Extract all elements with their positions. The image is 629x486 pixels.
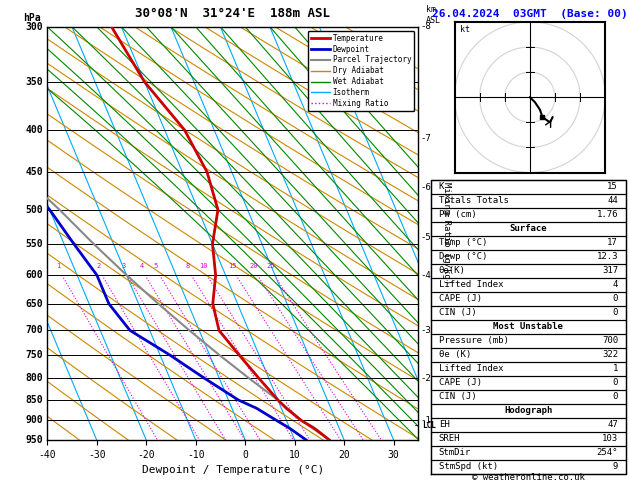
Text: Pressure (mb): Pressure (mb) <box>438 336 508 346</box>
Text: 700: 700 <box>26 326 43 335</box>
Text: 450: 450 <box>26 167 43 177</box>
Text: 26.04.2024  03GMT  (Base: 00): 26.04.2024 03GMT (Base: 00) <box>432 9 628 18</box>
Text: Mixing Ratio (g/kg): Mixing Ratio (g/kg) <box>442 182 450 284</box>
Text: Temp (°C): Temp (°C) <box>438 238 487 247</box>
Text: 20: 20 <box>249 263 258 269</box>
Text: Lifted Index: Lifted Index <box>438 364 503 373</box>
Text: 25: 25 <box>266 263 275 269</box>
Text: StmDir: StmDir <box>438 449 471 457</box>
Text: SREH: SREH <box>438 434 460 443</box>
Text: 850: 850 <box>26 395 43 405</box>
Text: 500: 500 <box>26 205 43 215</box>
Text: 700: 700 <box>602 336 618 346</box>
Text: 47: 47 <box>608 420 618 429</box>
Text: 400: 400 <box>26 125 43 135</box>
Text: Surface: Surface <box>509 225 547 233</box>
Text: 900: 900 <box>26 416 43 425</box>
Text: 44: 44 <box>608 196 618 205</box>
X-axis label: Dewpoint / Temperature (°C): Dewpoint / Temperature (°C) <box>142 465 324 475</box>
Text: 750: 750 <box>26 350 43 360</box>
Text: Dewp (°C): Dewp (°C) <box>438 252 487 261</box>
Text: CAPE (J): CAPE (J) <box>438 295 482 303</box>
Text: 4: 4 <box>613 280 618 289</box>
Text: kt: kt <box>460 25 470 34</box>
Text: 350: 350 <box>26 77 43 87</box>
Text: Most Unstable: Most Unstable <box>493 322 564 331</box>
Text: EH: EH <box>438 420 449 429</box>
Text: 322: 322 <box>602 350 618 359</box>
Text: 5: 5 <box>154 263 158 269</box>
Text: 3: 3 <box>121 263 125 269</box>
Text: 2: 2 <box>96 263 101 269</box>
Text: -4: -4 <box>420 271 431 279</box>
Text: -2: -2 <box>420 374 431 383</box>
Text: 317: 317 <box>602 266 618 276</box>
Text: LCL: LCL <box>422 421 436 430</box>
Text: 0: 0 <box>613 308 618 317</box>
Text: Totals Totals: Totals Totals <box>438 196 508 205</box>
Text: -1: -1 <box>420 416 431 425</box>
Text: 950: 950 <box>26 435 43 445</box>
Text: 1: 1 <box>57 263 60 269</box>
Text: 4: 4 <box>140 263 143 269</box>
Text: CIN (J): CIN (J) <box>438 392 476 401</box>
Text: 600: 600 <box>26 270 43 280</box>
Text: 103: 103 <box>602 434 618 443</box>
Text: 300: 300 <box>26 22 43 32</box>
Text: PW (cm): PW (cm) <box>438 210 476 219</box>
Text: 9: 9 <box>613 462 618 471</box>
Text: 12.3: 12.3 <box>596 252 618 261</box>
Text: -8: -8 <box>420 22 431 31</box>
Text: 254°: 254° <box>596 449 618 457</box>
Text: 8: 8 <box>186 263 190 269</box>
Text: Lifted Index: Lifted Index <box>438 280 503 289</box>
Text: © weatheronline.co.uk: © weatheronline.co.uk <box>472 473 585 482</box>
Text: Hodograph: Hodograph <box>504 406 552 416</box>
Text: 650: 650 <box>26 299 43 309</box>
Legend: Temperature, Dewpoint, Parcel Trajectory, Dry Adiabat, Wet Adiabat, Isotherm, Mi: Temperature, Dewpoint, Parcel Trajectory… <box>308 31 415 111</box>
Text: km
ASL: km ASL <box>426 5 441 25</box>
Text: -7: -7 <box>420 134 431 143</box>
Text: 550: 550 <box>26 239 43 249</box>
Text: -5: -5 <box>420 233 431 242</box>
Text: 0: 0 <box>613 295 618 303</box>
Text: -3: -3 <box>420 326 431 335</box>
Text: 15: 15 <box>228 263 237 269</box>
Text: CAPE (J): CAPE (J) <box>438 378 482 387</box>
Text: 800: 800 <box>26 373 43 383</box>
Text: K: K <box>438 182 444 191</box>
Text: -6: -6 <box>420 183 431 192</box>
Text: θe(K): θe(K) <box>438 266 465 276</box>
Text: 17: 17 <box>608 238 618 247</box>
Text: θe (K): θe (K) <box>438 350 471 359</box>
Text: 0: 0 <box>613 378 618 387</box>
Text: CIN (J): CIN (J) <box>438 308 476 317</box>
Text: 1: 1 <box>613 364 618 373</box>
Text: 30°08'N  31°24'E  188m ASL: 30°08'N 31°24'E 188m ASL <box>135 7 330 20</box>
Text: 15: 15 <box>608 182 618 191</box>
Text: 0: 0 <box>613 392 618 401</box>
Text: 1.76: 1.76 <box>596 210 618 219</box>
Text: StmSpd (kt): StmSpd (kt) <box>438 462 498 471</box>
Text: hPa: hPa <box>23 13 41 22</box>
Text: 10: 10 <box>199 263 208 269</box>
